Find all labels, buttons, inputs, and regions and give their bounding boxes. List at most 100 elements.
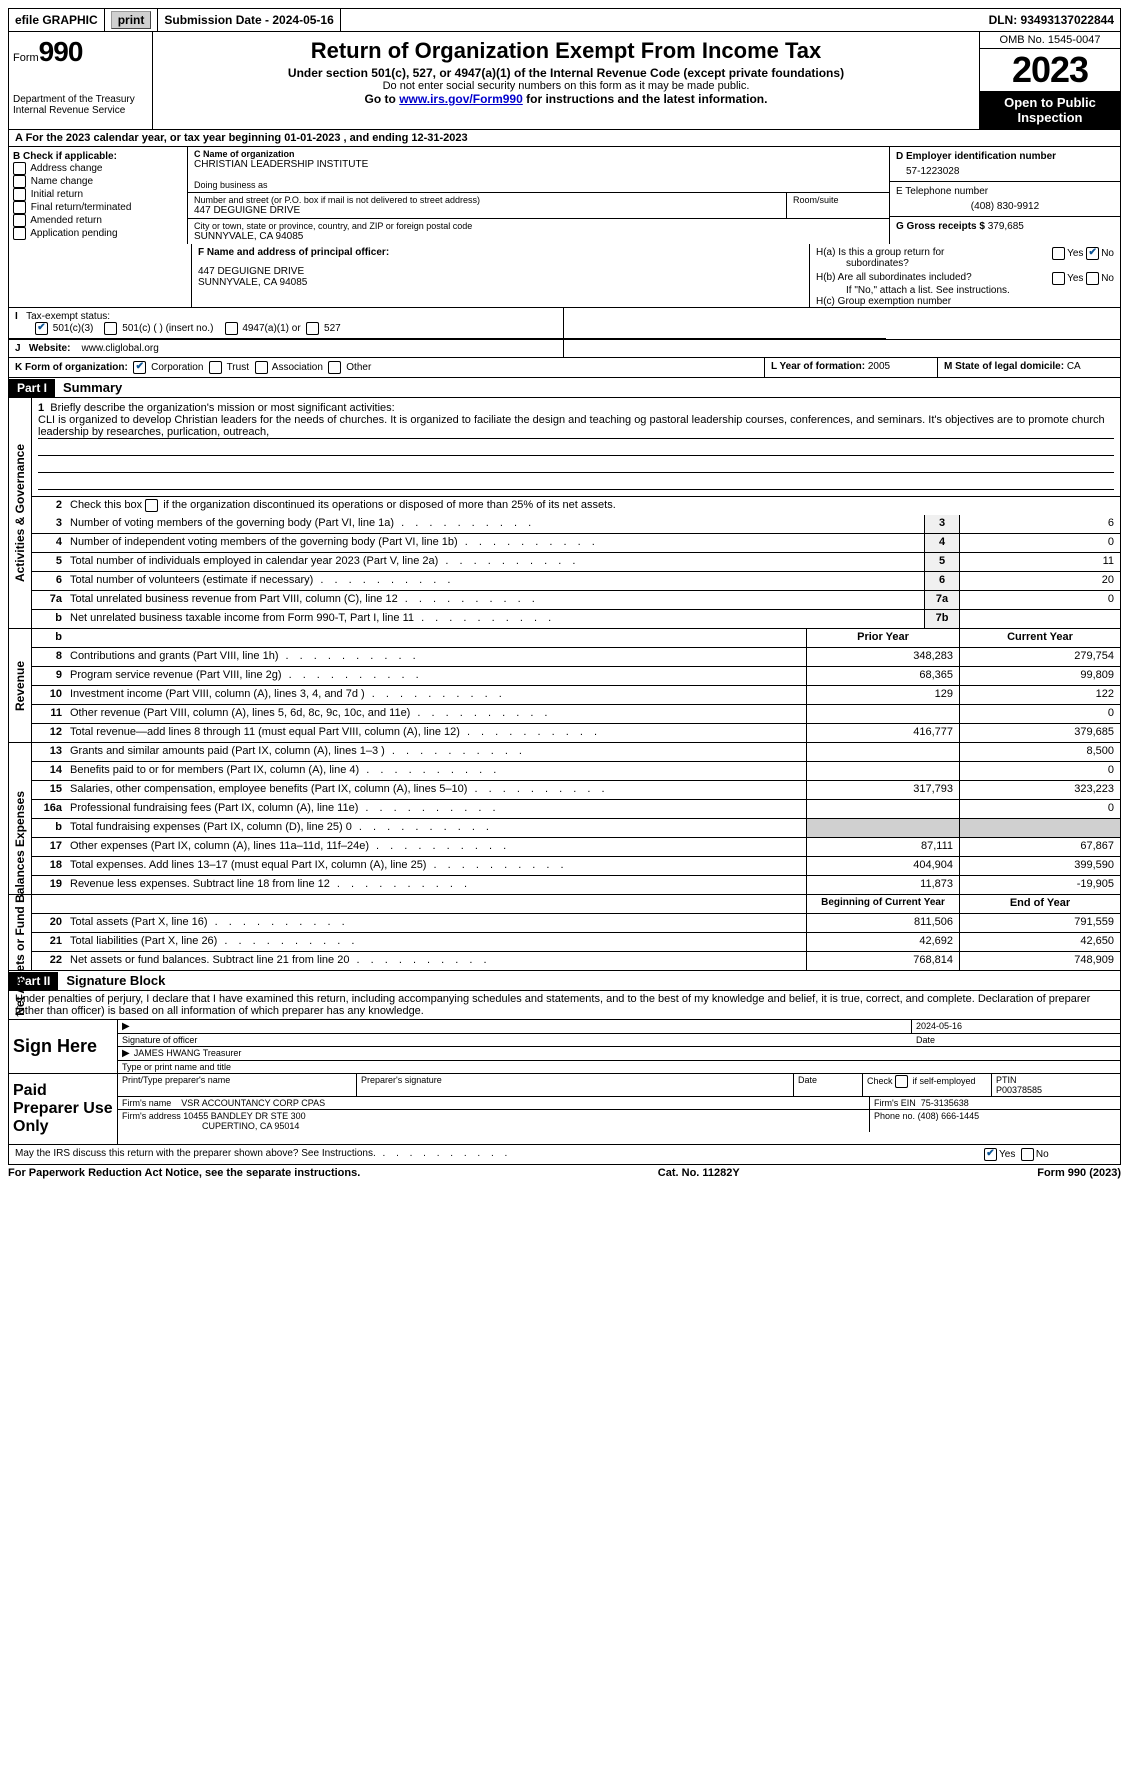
line-text: Program service revenue (Part VIII, line… bbox=[66, 667, 806, 685]
prior-value: 404,904 bbox=[806, 857, 959, 875]
line-num: 14 bbox=[32, 762, 66, 780]
firm-addr-label: Firm's address bbox=[122, 1111, 181, 1121]
line-num: 9 bbox=[32, 667, 66, 685]
firm-phone: (408) 666-1445 bbox=[918, 1111, 980, 1121]
current-value: 0 bbox=[959, 705, 1120, 723]
prior-value bbox=[806, 705, 959, 723]
section-b-checkbox[interactable] bbox=[13, 214, 26, 227]
hb-no-checkbox[interactable] bbox=[1086, 272, 1099, 285]
section-c-name-label: C Name of organization bbox=[194, 149, 295, 159]
irs-link[interactable]: www.irs.gov/Form990 bbox=[399, 92, 523, 106]
city-state-zip: SUNNYVALE, CA 94085 bbox=[194, 231, 883, 242]
current-value: 379,685 bbox=[959, 724, 1120, 742]
line-text: Revenue less expenses. Subtract line 18 … bbox=[66, 876, 806, 894]
ha-yes-checkbox[interactable] bbox=[1052, 247, 1065, 260]
firm-name: VSR ACCOUNTANCY CORP CPAS bbox=[181, 1098, 325, 1108]
line-text: Benefits paid to or for members (Part IX… bbox=[66, 762, 806, 780]
prior-value: 68,365 bbox=[806, 667, 959, 685]
paid-preparer-section: Paid Preparer Use Only Print/Type prepar… bbox=[8, 1074, 1121, 1145]
section-b-checkbox[interactable] bbox=[13, 162, 26, 175]
print-button[interactable]: print bbox=[111, 11, 152, 29]
q2-checkbox[interactable] bbox=[145, 499, 158, 512]
firm-phone-label: Phone no. bbox=[874, 1111, 915, 1121]
declaration-text: Under penalties of perjury, I declare th… bbox=[8, 991, 1121, 1020]
form-title: Return of Organization Exempt From Incom… bbox=[161, 38, 971, 64]
current-value: 399,590 bbox=[959, 857, 1120, 875]
line-box: 7b bbox=[924, 610, 959, 628]
q1-label: Briefly describe the organization's miss… bbox=[50, 402, 394, 414]
line-num: 7a bbox=[32, 591, 66, 609]
goto-pre: Go to bbox=[365, 92, 400, 106]
line-num: 11 bbox=[32, 705, 66, 723]
501c-checkbox[interactable] bbox=[104, 322, 117, 335]
prior-value: 87,111 bbox=[806, 838, 959, 856]
ssn-note: Do not enter social security numbers on … bbox=[161, 80, 971, 92]
line-text: Other revenue (Part VIII, column (A), li… bbox=[66, 705, 806, 723]
website-label: Website: bbox=[29, 343, 71, 354]
current-value: 0 bbox=[959, 800, 1120, 818]
current-year-header: Current Year bbox=[959, 629, 1120, 647]
discuss-no-checkbox[interactable] bbox=[1021, 1148, 1034, 1161]
section-l-label: L Year of formation: bbox=[771, 361, 865, 372]
other-checkbox[interactable] bbox=[328, 361, 341, 374]
line-text: Other expenses (Part IX, column (A), lin… bbox=[66, 838, 806, 856]
line-box: 4 bbox=[924, 534, 959, 552]
corp-checkbox[interactable]: ✔ bbox=[133, 361, 146, 374]
trust-checkbox[interactable] bbox=[209, 361, 222, 374]
section-b-label: B Check if applicable: bbox=[13, 151, 183, 162]
section-j-row: J Website: www.cliglobal.org bbox=[8, 340, 1121, 358]
line-value: 0 bbox=[959, 591, 1120, 609]
prior-value bbox=[806, 743, 959, 761]
section-b-checkbox[interactable] bbox=[13, 201, 26, 214]
501c3-checkbox[interactable]: ✔ bbox=[35, 322, 48, 335]
ha-no-checkbox[interactable]: ✔ bbox=[1086, 247, 1099, 260]
part1-header-row: Part I Summary bbox=[8, 378, 1121, 398]
section-b-checkbox[interactable] bbox=[13, 188, 26, 201]
expenses-table: Expenses 13Grants and similar amounts pa… bbox=[8, 743, 1121, 895]
section-g-label: G Gross receipts $ bbox=[896, 221, 985, 232]
state-domicile: CA bbox=[1067, 361, 1081, 372]
current-value: 99,809 bbox=[959, 667, 1120, 685]
line-box: 6 bbox=[924, 572, 959, 590]
submission-date: Submission Date - 2024-05-16 bbox=[158, 9, 340, 31]
revenue-table: Revenue b Prior Year Current Year 8Contr… bbox=[8, 629, 1121, 743]
527-checkbox[interactable] bbox=[306, 322, 319, 335]
line-num: 20 bbox=[32, 914, 66, 932]
form-label: Form bbox=[13, 52, 39, 64]
hb-yes-checkbox[interactable] bbox=[1052, 272, 1065, 285]
line-text: Total number of individuals employed in … bbox=[66, 553, 924, 571]
street-address: 447 DEGUIGNE DRIVE bbox=[194, 205, 780, 216]
current-value: 67,867 bbox=[959, 838, 1120, 856]
discuss-yes-checkbox[interactable]: ✔ bbox=[984, 1148, 997, 1161]
room-label: Room/suite bbox=[793, 195, 883, 205]
footer: For Paperwork Reduction Act Notice, see … bbox=[8, 1165, 1121, 1181]
line-num: 8 bbox=[32, 648, 66, 666]
line-text: Total liabilities (Part X, line 26) bbox=[66, 933, 806, 951]
section-fh: F Name and address of principal officer:… bbox=[8, 244, 1121, 308]
prep-date-label: Date bbox=[794, 1074, 863, 1096]
line-num: b bbox=[32, 819, 66, 837]
officer-addr1: 447 DEGUIGNE DRIVE bbox=[198, 266, 803, 277]
line-num: 3 bbox=[32, 515, 66, 533]
mission-text: CLI is organized to develop Christian le… bbox=[38, 414, 1114, 439]
street-label: Number and street (or P.O. box if mail i… bbox=[194, 195, 780, 205]
self-employed-checkbox[interactable] bbox=[895, 1075, 908, 1088]
section-b-checkbox[interactable] bbox=[13, 175, 26, 188]
prior-value bbox=[806, 762, 959, 780]
4947-checkbox[interactable] bbox=[225, 322, 238, 335]
officer-addr2: SUNNYVALE, CA 94085 bbox=[198, 277, 803, 288]
footer-right: Form 990 (2023) bbox=[1037, 1167, 1121, 1179]
line-text: Professional fundraising fees (Part IX, … bbox=[66, 800, 806, 818]
current-value: -19,905 bbox=[959, 876, 1120, 894]
assoc-checkbox[interactable] bbox=[255, 361, 268, 374]
section-b-checkbox[interactable] bbox=[13, 227, 26, 240]
sign-here-section: Sign Here 2024-05-16 Signature of office… bbox=[8, 1020, 1121, 1074]
paid-preparer-label: Paid Preparer Use Only bbox=[9, 1074, 118, 1144]
line-text: Total unrelated business revenue from Pa… bbox=[66, 591, 924, 609]
line-value bbox=[959, 610, 1120, 628]
current-value: 0 bbox=[959, 762, 1120, 780]
line-num: b bbox=[32, 610, 66, 628]
line-text: Net unrelated business taxable income fr… bbox=[66, 610, 924, 628]
section-k-label: K Form of organization: bbox=[15, 362, 128, 373]
section-ij: I Tax-exempt status: ✔ 501(c)(3) 501(c) … bbox=[8, 308, 1121, 340]
